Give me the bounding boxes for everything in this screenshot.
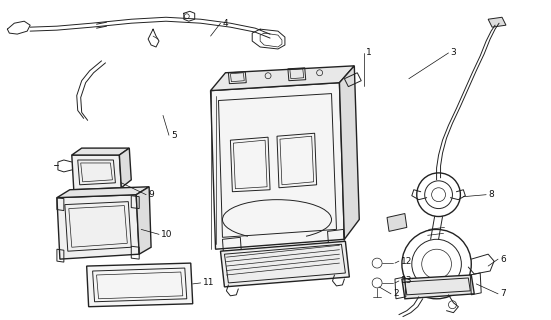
Text: 2: 2 — [393, 289, 398, 298]
Text: 7: 7 — [500, 289, 506, 298]
Text: 11: 11 — [203, 278, 214, 287]
Polygon shape — [57, 187, 149, 198]
Text: 3: 3 — [451, 48, 456, 57]
Polygon shape — [72, 148, 129, 155]
Polygon shape — [488, 17, 506, 27]
Text: 10: 10 — [161, 230, 172, 239]
Text: 8: 8 — [488, 190, 494, 199]
Polygon shape — [210, 66, 354, 91]
Polygon shape — [57, 195, 139, 259]
Polygon shape — [210, 83, 344, 249]
Polygon shape — [402, 275, 474, 299]
Polygon shape — [136, 187, 151, 254]
Text: 5: 5 — [171, 131, 177, 140]
Polygon shape — [387, 213, 407, 231]
Polygon shape — [72, 155, 121, 190]
Polygon shape — [87, 263, 193, 307]
Text: 13: 13 — [401, 276, 412, 285]
Text: 1: 1 — [366, 48, 372, 57]
Text: 9: 9 — [148, 190, 154, 199]
Polygon shape — [220, 241, 349, 287]
Text: 12: 12 — [401, 257, 412, 266]
Text: 4: 4 — [223, 19, 228, 28]
Polygon shape — [120, 148, 131, 188]
Text: 6: 6 — [500, 255, 506, 264]
Polygon shape — [339, 66, 359, 239]
